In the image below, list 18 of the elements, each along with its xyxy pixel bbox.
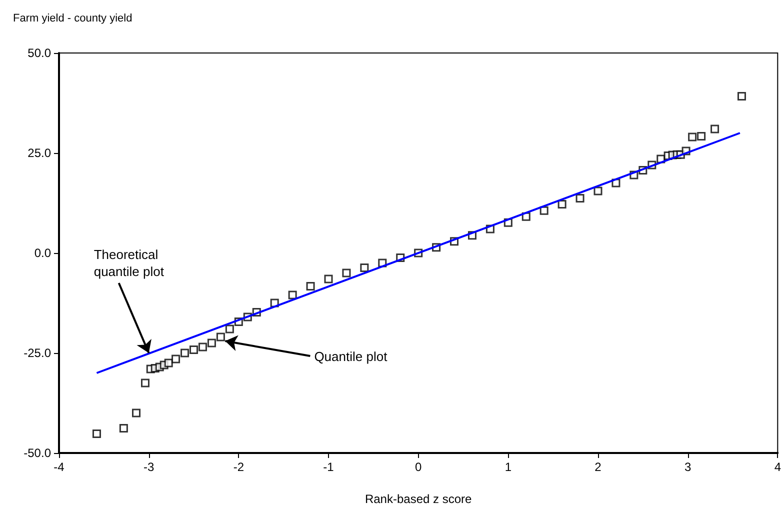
- y-tick-label: -25.0: [24, 346, 52, 360]
- x-tick-label: 2: [594, 460, 602, 474]
- annotation: Quantile plot: [314, 349, 388, 364]
- y-tick-label: -50.0: [24, 446, 52, 460]
- x-tick-label: 1: [504, 460, 512, 474]
- x-tick-label: -1: [323, 460, 334, 474]
- x-axis-title: Rank-based z score: [364, 492, 472, 506]
- x-tick-label: -4: [54, 460, 65, 474]
- y-tick-label: 50.0: [28, 46, 52, 60]
- x-tick-label: 3: [684, 460, 692, 474]
- annotation: Theoretical quantile plot: [94, 247, 164, 279]
- y-tick-label: 25.0: [28, 146, 52, 160]
- x-tick-label: -3: [143, 460, 154, 474]
- y-axis-title: Farm yield - county yield: [13, 12, 132, 24]
- x-tick-label: -2: [233, 460, 244, 474]
- x-tick-label: 4: [774, 460, 782, 474]
- y-tick-label: 0.0: [34, 246, 52, 260]
- x-tick-label: 0: [414, 460, 422, 474]
